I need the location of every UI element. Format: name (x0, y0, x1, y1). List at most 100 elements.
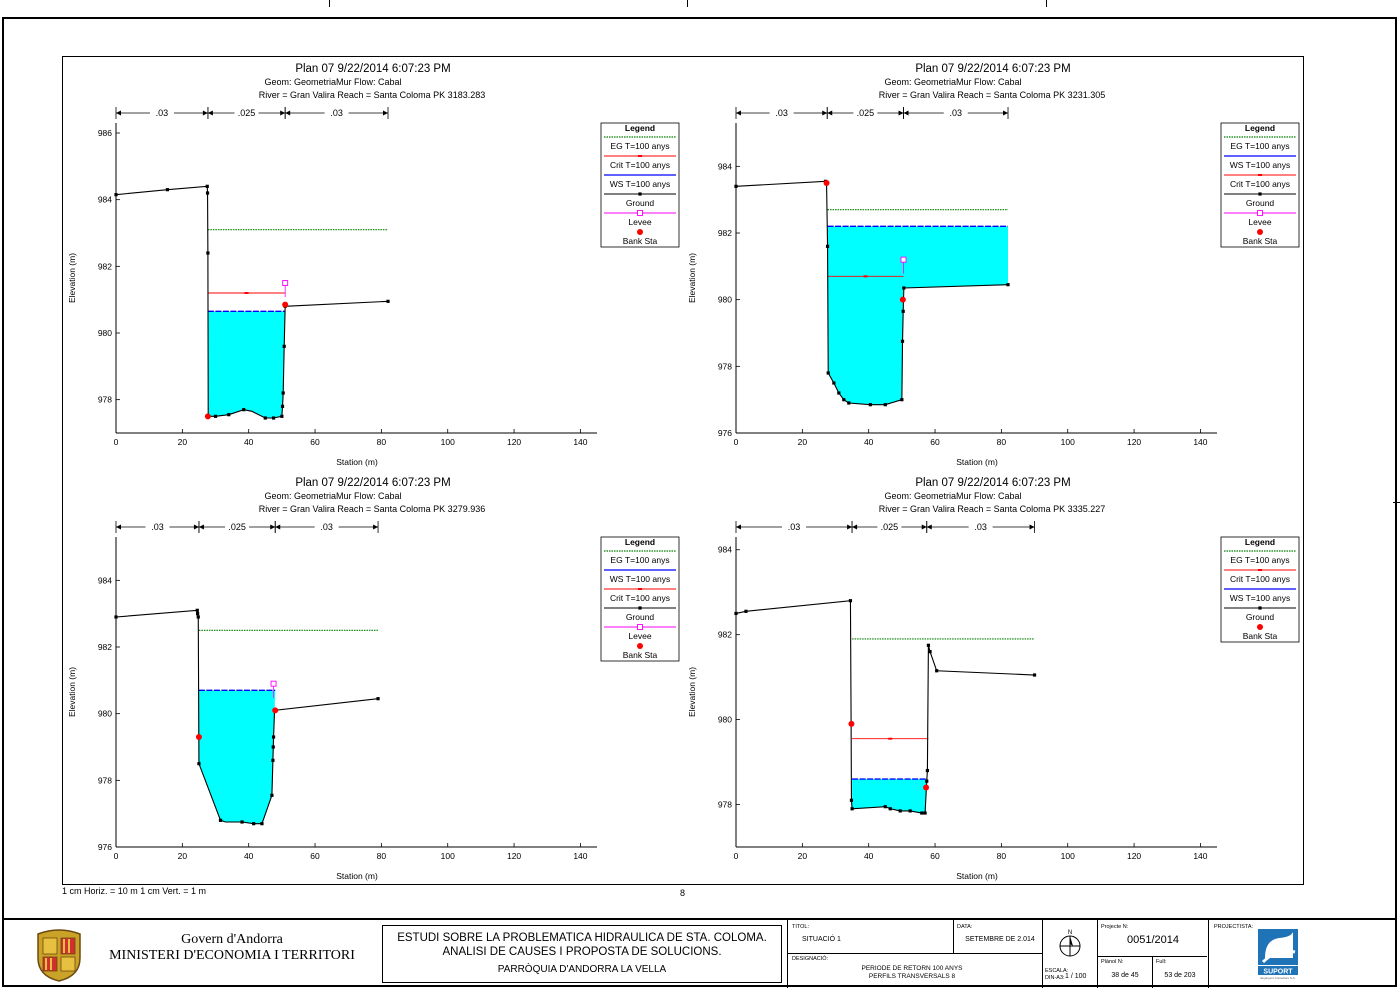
designacio-label: DESIGNACIÓ: (792, 956, 829, 962)
projectista-label: PROJECTISTA: (1214, 924, 1254, 930)
x-tick-label: 40 (864, 437, 874, 447)
y-axis-label: Elevation (m) (67, 667, 77, 717)
ground-point (734, 611, 738, 616)
ground-point (901, 309, 905, 313)
bank-station-marker (282, 301, 289, 308)
study-line-1: ESTUDI SOBRE LA PROBLEMATICA HIDRAULICA … (397, 932, 767, 944)
manning-n-label: .025 (228, 522, 246, 532)
y-tick-label: 980 (98, 709, 112, 719)
crop-mark (1046, 0, 1047, 7)
ground-point (883, 403, 887, 407)
manning-n-label: .03 (775, 108, 788, 118)
x-tick-label: 140 (573, 851, 587, 861)
manning-arrow (903, 110, 909, 116)
designacio-line-2: PERFILS TRANSVERSALS 8 (868, 973, 956, 980)
ground-point (902, 286, 906, 290)
y-tick-label: 982 (98, 261, 112, 271)
x-axis-label: Station (m) (336, 871, 378, 881)
full-label: Full: (1156, 959, 1167, 965)
projecte-value: 0051/2014 (1127, 934, 1179, 946)
x-tick-label: 20 (178, 851, 188, 861)
x-tick-label: 80 (377, 437, 387, 447)
x-tick-label: 100 (1061, 851, 1075, 861)
data-value: SETEMBRE DE 2.014 (965, 936, 1035, 943)
bank-station-marker (195, 734, 202, 740)
x-tick-label: 140 (573, 437, 587, 447)
manning-n-label: .025 (238, 108, 256, 118)
legend-label: Bank Sta (1243, 631, 1278, 641)
manning-label-bg (782, 522, 807, 532)
x-tick-label: 120 (507, 437, 521, 447)
ground-point (744, 609, 748, 613)
legend-levee-marker (637, 624, 643, 630)
ground-point (205, 184, 209, 188)
ground-point (925, 779, 929, 783)
y-tick-label: 976 (98, 842, 112, 852)
x-tick-label: 40 (244, 851, 254, 861)
y-tick-label: 984 (718, 161, 732, 171)
manning-arrow (202, 110, 208, 116)
study-line-2: ANALISI DE CAUSES I PROPOSTA DE SOLUCION… (442, 946, 722, 958)
sheet-frame (2, 17, 1397, 987)
manning-n-label: .03 (156, 108, 169, 118)
manning-arrow (898, 110, 904, 116)
ground-point (196, 615, 200, 619)
ground-point (900, 398, 904, 402)
page-number: 8 (680, 888, 686, 898)
escala-label: ESCALA: (1045, 968, 1069, 974)
levee-marker (270, 680, 277, 687)
manning-arrow (736, 524, 741, 530)
ground-point (883, 805, 887, 809)
bank-station-marker (923, 784, 930, 791)
manning-label-bg (968, 522, 993, 532)
legend-label: EG T=100 anys (610, 141, 669, 151)
manning-arrow (736, 110, 741, 116)
y-tick-label: 980 (98, 328, 112, 338)
manning-n-label: .03 (788, 522, 801, 532)
manning-label-bg (149, 108, 174, 118)
manning-arrow (926, 524, 932, 530)
x-tick-label: 60 (310, 851, 320, 861)
scale-note: 1 cm Horiz. = 10 m 1 cm Vert. = 1 m (62, 886, 207, 896)
ground-point (114, 615, 118, 619)
bank-station-marker (272, 707, 279, 714)
escala-sub: DIN-A3: (1045, 975, 1065, 981)
manning-n-label: .025 (881, 522, 899, 532)
planol-value: 38 de 45 (1111, 972, 1139, 979)
manning-label-bg (324, 108, 349, 118)
ground-point (114, 193, 118, 197)
manning-arrow (116, 524, 121, 530)
bank-station-marker (204, 413, 211, 420)
ground-point (206, 251, 210, 255)
x-axis-label: Station (m) (956, 871, 998, 881)
legend-bank-marker (637, 229, 643, 235)
legend-label: Ground (626, 198, 655, 208)
info-grid (787, 920, 1207, 988)
levee-marker (282, 280, 289, 286)
chart-subtitle-2: River = Gran Valira Reach = Santa Coloma… (879, 90, 1105, 100)
legend-label: Levee (628, 631, 651, 641)
ground-point (282, 344, 286, 348)
legend-label: WS T=100 anys (610, 574, 671, 584)
legend-label: Bank Sta (1243, 236, 1278, 246)
manning-arrow (827, 110, 833, 116)
crop-mark (687, 0, 688, 7)
x-tick-label: 60 (930, 851, 940, 861)
chart-subtitle-2: River = Gran Valira Reach = Santa Coloma… (879, 504, 1105, 514)
legend-label: Crit T=100 anys (1230, 179, 1290, 189)
legend-title: Legend (625, 123, 655, 133)
logo-sub: Enginyers Consultors S.A. (1260, 976, 1295, 980)
crop-mark (329, 0, 330, 7)
y-tick-label: 982 (718, 630, 732, 640)
y-tick-label: 978 (718, 361, 732, 371)
ground-line (735, 180, 1009, 406)
y-tick-label: 980 (718, 295, 732, 305)
ground-point (270, 793, 274, 797)
manning-arrow (207, 110, 213, 116)
ground-point (850, 807, 854, 811)
org-line-1: Govern d'Andorra (181, 932, 283, 947)
x-tick-label: 140 (1193, 437, 1207, 447)
ground-point (376, 697, 380, 701)
chart-title: Plan 07 9/22/2014 6:07:23 PM (915, 63, 1070, 75)
ground-point (227, 413, 231, 417)
